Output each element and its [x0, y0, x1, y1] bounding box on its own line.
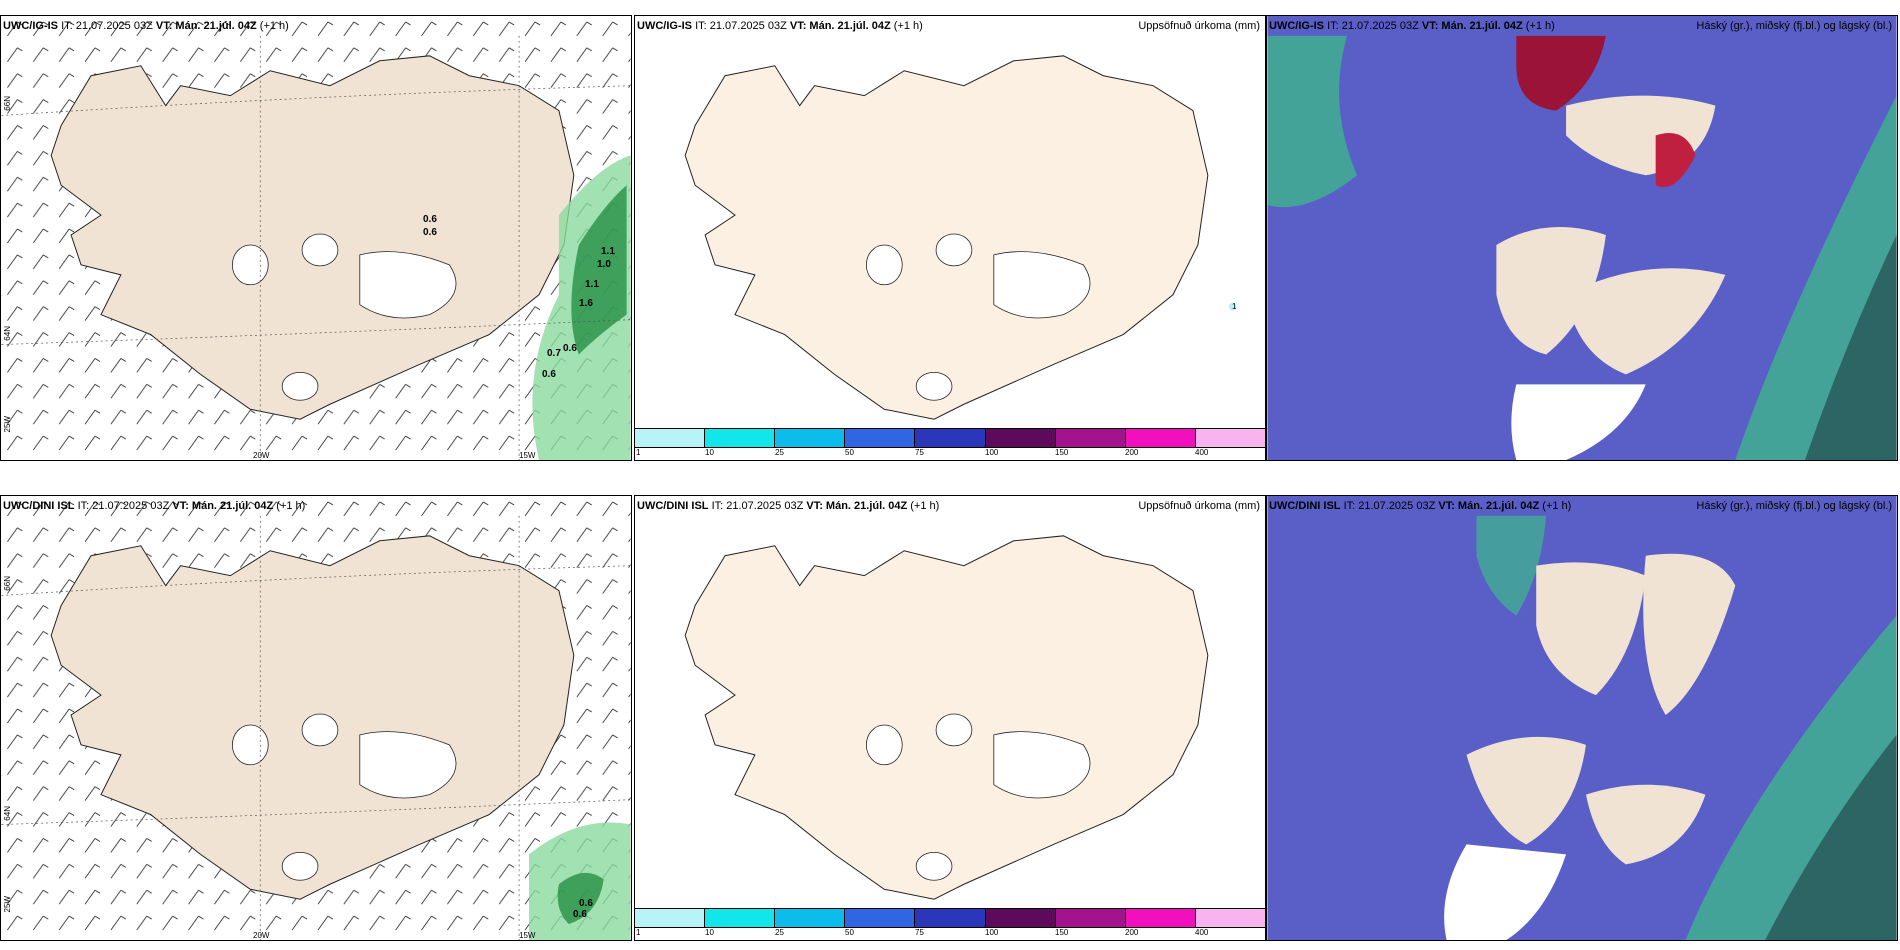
precip-value: 0.6 — [542, 369, 556, 380]
colorbar-cell — [1055, 909, 1126, 927]
colorbar-label: 25 — [775, 448, 784, 457]
panel-precip-dini: UWC/DINI ISL IT: 21.07.2025 03Z VT: Mán.… — [634, 495, 1266, 941]
precip-value: 0.6 — [563, 343, 577, 354]
colorbar-cell — [845, 429, 916, 447]
panel-precip-ig: UWC/IG-IS IT: 21.07.2025 03Z VT: Mán. 21… — [634, 15, 1266, 461]
colorbar-label: 200 — [1125, 928, 1139, 937]
panel-cloud-dini: UWC/DINI ISL IT: 21.07.2025 03Z VT: Mán.… — [1266, 495, 1898, 941]
cloud-map — [1267, 16, 1897, 460]
lon-label-mid: 20W — [253, 451, 270, 460]
colorbar-label: 10 — [705, 928, 714, 937]
precip-value: 0.6 — [579, 898, 593, 909]
colorbar-cell — [985, 909, 1056, 927]
panel-header: UWC/IG-IS IT: 21.07.2025 03Z VT: Mán. 21… — [637, 20, 1260, 32]
colorbar-label: 1 — [636, 448, 641, 457]
colorbar-cell — [775, 429, 846, 447]
colorbar-label: 150 — [1055, 448, 1069, 457]
colorbar-label: 100 — [985, 448, 999, 457]
colorbar-label: 400 — [1195, 448, 1209, 457]
panel-header: UWC/DINI ISL IT: 21.07.2025 03Z VT: Mán.… — [3, 500, 306, 512]
precip-colorbar — [635, 428, 1265, 448]
colorbar-cell — [1125, 429, 1196, 447]
panel-wind-ig: UWC/IG-IS IT: 21.07.2025 03Z VT: Mán. 21… — [0, 15, 632, 461]
precip-value: 1.1 — [585, 279, 599, 290]
colorbar-labels: 1 10 25 50 75 100 150 200 400 — [635, 928, 1265, 940]
wind-map — [1, 16, 631, 460]
precip-value: 0.6 — [423, 227, 437, 238]
precip-value: 1.1 — [601, 246, 615, 257]
precip-value: 0.7 — [547, 348, 561, 359]
panel-cloud-ig: UWC/IG-IS IT: 21.07.2025 03Z VT: Mán. 21… — [1266, 15, 1898, 461]
colorbar-cell — [705, 429, 776, 447]
colorbar-label: 200 — [1125, 448, 1139, 457]
colorbar-label: 150 — [1055, 928, 1069, 937]
colorbar-label: 75 — [915, 928, 924, 937]
precip-value: 1.6 — [579, 298, 593, 309]
lat-label-mid: 64N — [3, 806, 12, 821]
lat-label-mid: 64N — [3, 326, 12, 341]
colorbar-cell — [915, 909, 986, 927]
colorbar-label: 100 — [985, 928, 999, 937]
colorbar-cell — [705, 909, 776, 927]
precip-map — [684, 535, 1209, 900]
lat-label-top: 66N — [3, 576, 12, 591]
colorbar-cell — [1195, 909, 1265, 927]
colorbar-label: 75 — [915, 448, 924, 457]
wind-map — [1, 496, 631, 940]
colorbar-cell — [775, 909, 846, 927]
colorbar-label: 50 — [845, 448, 854, 457]
colorbar-cell — [1195, 429, 1265, 447]
precip-map — [684, 55, 1237, 420]
colorbar-cell — [635, 909, 706, 927]
colorbar-cell — [635, 429, 706, 447]
cloud-map — [1267, 496, 1897, 940]
colorbar-cell — [1055, 429, 1126, 447]
colorbar-label: 400 — [1195, 928, 1209, 937]
lat-label-top: 66N — [3, 96, 12, 111]
precip-value: 1.0 — [597, 259, 611, 270]
panel-title: Háský (gr.), miðský (fj.bl.) og lágský (… — [1696, 20, 1892, 32]
colorbar-label: 50 — [845, 928, 854, 937]
colorbar-label: 1 — [636, 928, 641, 937]
panel-header: UWC/DINI ISL IT: 21.07.2025 03Z VT: Mán.… — [1269, 500, 1892, 512]
panel-title: Uppsöfnuð úrkoma (mm) — [1138, 500, 1260, 512]
colorbar-labels: 1 10 25 50 75 100 150 200 400 — [635, 448, 1265, 460]
colorbar-cell — [985, 429, 1056, 447]
colorbar-cell — [1125, 909, 1196, 927]
panel-header: UWC/IG-IS IT: 21.07.2025 03Z VT: Mán. 21… — [1269, 20, 1892, 32]
panel-wind-dini: UWC/DINI ISL IT: 21.07.2025 03Z VT: Mán.… — [0, 495, 632, 941]
colorbar-label: 10 — [705, 448, 714, 457]
panel-header: UWC/DINI ISL IT: 21.07.2025 03Z VT: Mán.… — [637, 500, 1260, 512]
panel-title: Uppsöfnuð úrkoma (mm) — [1138, 20, 1260, 32]
lon-label-mid: 20W — [253, 931, 270, 940]
precip-colorbar — [635, 908, 1265, 928]
lon-label-left: 25W — [3, 896, 12, 913]
lon-label-right: 15W — [519, 931, 536, 940]
colorbar-label: 25 — [775, 928, 784, 937]
precip-value: 0.6 — [573, 909, 587, 920]
colorbar-cell — [845, 909, 916, 927]
lon-label-left: 25W — [3, 416, 12, 433]
precip-value: 0.6 — [423, 214, 437, 225]
panel-header: UWC/IG-IS IT: 21.07.2025 03Z VT: Mán. 21… — [3, 20, 289, 32]
panel-title: Háský (gr.), miðský (fj.bl.) og lágský (… — [1696, 500, 1892, 512]
lon-label-right: 15W — [519, 451, 536, 460]
precip-value: 1 — [1232, 302, 1237, 311]
colorbar-cell — [915, 429, 986, 447]
